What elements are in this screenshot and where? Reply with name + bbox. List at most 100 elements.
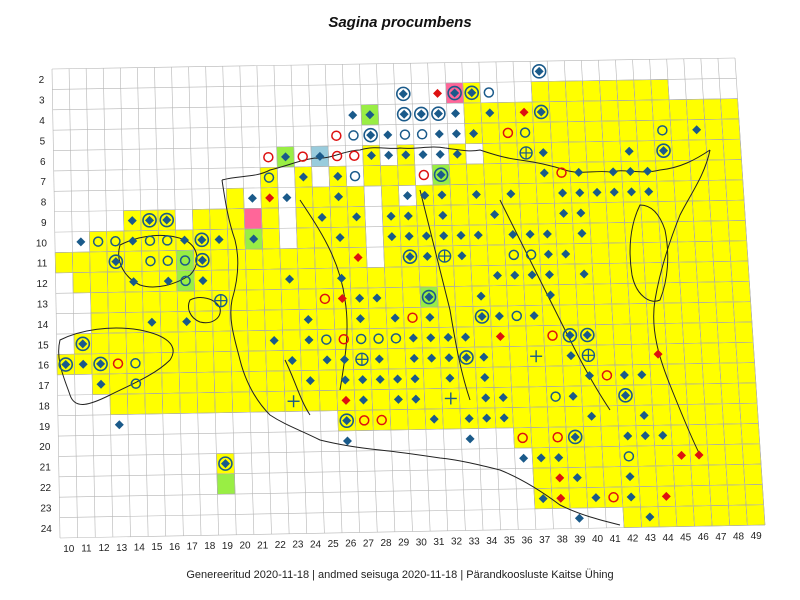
marker-diamond — [576, 208, 586, 218]
marker-diamond — [451, 108, 461, 118]
cell-yellow-36_20 — [513, 427, 533, 449]
cell-yellow-21_11 — [245, 248, 264, 270]
marker-diamond — [457, 251, 467, 261]
cell-yellow-46_4 — [668, 99, 688, 121]
cell-yellow-17_18 — [179, 392, 199, 414]
cell-yellow-41_22 — [602, 466, 623, 488]
marker-diamond — [451, 129, 461, 139]
marker-diamond — [494, 311, 504, 321]
cell-yellow-21_17 — [248, 370, 268, 393]
cell-yellow-43_14 — [628, 303, 648, 325]
marker-diamond — [365, 110, 375, 120]
marker-diamond — [334, 192, 344, 202]
grid-line-vertical — [359, 64, 378, 533]
cell-yellow-27_15 — [351, 328, 371, 350]
row-label: 4 — [39, 116, 45, 127]
marker-diamond — [198, 276, 208, 286]
marker-diamond — [584, 371, 594, 381]
cell-yellow-44_5 — [635, 120, 655, 142]
marker-diamond-circle — [218, 456, 233, 471]
marker-diamond — [298, 172, 308, 182]
marker-diamond-circle — [396, 106, 412, 122]
cell-yellow-32_19 — [442, 408, 462, 430]
marker-crosshair-circle — [519, 146, 533, 160]
cell-yellow-33_12 — [453, 265, 473, 287]
cell-yellow-25_13 — [315, 288, 335, 310]
marker-diamond — [410, 374, 420, 384]
marker-diamond — [461, 332, 471, 342]
cell-yellow-47_9 — [692, 200, 712, 222]
cell-yellow-36_14 — [507, 305, 527, 327]
marker-diamond — [427, 353, 437, 363]
marker-diamond — [269, 335, 279, 345]
cell-yellow-25_15 — [317, 328, 336, 351]
cell-yellow-44_3 — [633, 79, 653, 101]
grid-line-horizontal — [57, 362, 755, 376]
cell-yellow-22_9 — [261, 207, 280, 229]
grid-line-horizontal — [58, 443, 760, 457]
marker-crosshair-circle — [581, 348, 596, 363]
marker-diamond — [383, 130, 393, 140]
marker-diamond — [476, 291, 486, 301]
cell-yellow-43_12 — [626, 262, 646, 284]
cell-yellow-47_10 — [693, 220, 713, 242]
cell-yellow-48_15 — [716, 322, 737, 344]
cell-yellow-48_8 — [708, 179, 728, 201]
row-label: 8 — [41, 198, 47, 209]
marker-diamond — [499, 413, 509, 423]
cell-yellow-44_21 — [654, 445, 674, 467]
cell-yellow-37_17 — [527, 366, 547, 388]
cell-yellow-42_4 — [600, 100, 620, 122]
cell-yellow-38_17 — [545, 365, 565, 387]
grid-line-vertical — [649, 59, 678, 527]
cell-yellow-47_24 — [710, 505, 731, 527]
column-label: 29 — [398, 538, 410, 549]
cell-yellow-22_11 — [262, 248, 281, 270]
column-label: 15 — [151, 542, 163, 553]
marker-diamond — [676, 450, 686, 460]
column-label: 25 — [328, 539, 340, 550]
marker-diamond-circle — [402, 249, 418, 264]
marker-diamond — [372, 293, 382, 303]
cell-yellow-43_3 — [616, 79, 636, 101]
marker-diamond — [626, 187, 636, 197]
grid-line-horizontal — [53, 118, 739, 131]
cell-yellow-35_11 — [487, 244, 506, 266]
row-label: 15 — [38, 340, 50, 351]
marker-diamond — [574, 513, 584, 523]
cell-yellow-34_12 — [470, 265, 490, 287]
marker-circle — [358, 415, 370, 426]
cell-yellow-18_18 — [196, 392, 216, 414]
cell-yellow-25_17 — [318, 369, 338, 391]
cell-yellow-41_11 — [590, 242, 610, 264]
cell-yellow-44_9 — [640, 201, 660, 223]
cell-yellow-45_22 — [673, 465, 693, 487]
cell-yellow-37_22 — [532, 467, 552, 489]
marker-circle — [112, 358, 124, 369]
cell-yellow-42_11 — [608, 242, 628, 264]
marker-diamond — [639, 410, 649, 420]
marker-diamond — [555, 473, 565, 483]
cell-yellow-30_19 — [407, 408, 427, 431]
cell-yellow-44_10 — [641, 221, 661, 243]
county-border-b — [419, 189, 471, 401]
marker-diamond — [558, 188, 568, 198]
marker-diamond — [694, 450, 704, 460]
marker-diamond — [469, 128, 479, 138]
marker-diamond — [317, 212, 327, 222]
marker-diamond — [409, 353, 419, 363]
cell-yellow-19_14 — [212, 310, 231, 332]
cell-yellow-16_11 — [158, 250, 177, 272]
cell-yellow-35_5 — [481, 122, 501, 144]
marker-diamond — [384, 150, 394, 160]
cell-yellow-42_24 — [622, 506, 642, 528]
cell-yellow-34_15 — [473, 326, 493, 348]
cell-yellow-43_18 — [633, 384, 653, 406]
marker-diamond — [544, 270, 554, 280]
cell-yellow-48_5 — [704, 118, 724, 141]
cell-yellow-49_12 — [730, 260, 750, 282]
grid-line-vertical — [683, 58, 713, 526]
cell-yellow-33_8 — [449, 184, 469, 206]
marker-diamond — [433, 88, 443, 98]
grid-line-horizontal — [59, 484, 763, 498]
